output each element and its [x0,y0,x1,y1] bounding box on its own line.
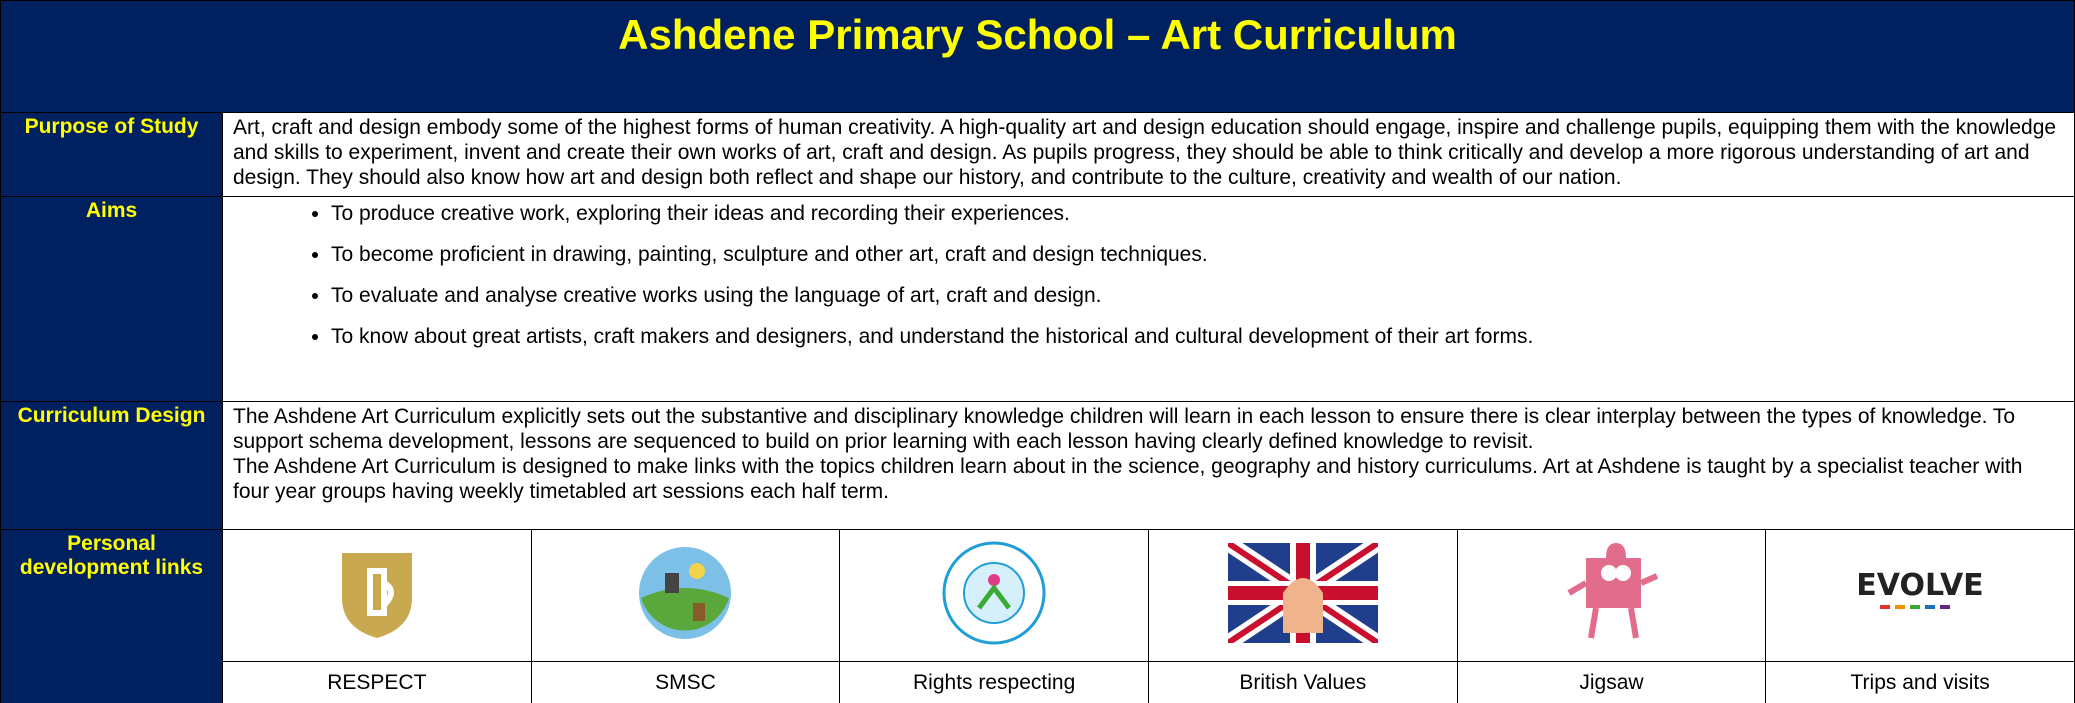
respect-icon [341,552,412,638]
title: Ashdene Primary School – Art Curriculum [0,0,2075,113]
aim: To evaluate and analyse creative works u… [331,283,2074,309]
row-label: Purpose of Study [0,112,223,197]
aim: To become proficient in drawing, paintin… [331,242,2074,268]
caption: Trips and visits [1765,661,2075,703]
row-label: Aims [0,196,223,402]
caption: Rights respecting [839,661,1149,703]
paragraph: The Ashdene Art Curriculum explicitly se… [233,405,2016,453]
jigsaw-icon [1567,542,1659,638]
smsc-icon [639,546,732,639]
icon-cell [1147,529,1458,662]
british-values-icon [1223,535,1383,650]
row-label: Curriculum Design [0,401,223,530]
aim: To produce creative work, exploring thei… [331,201,2074,227]
caption: Jigsaw [1456,661,1767,703]
paragraph: The Ashdene Art Curriculum is designed t… [233,455,2023,503]
caption: RESPECT [222,661,532,703]
caption: British Values [1147,661,1458,703]
aim: To know about great artists, craft maker… [331,324,2074,350]
icon-cell: EVOLVE [1765,529,2075,662]
aims-cell: To produce creative work, exploring thei… [222,196,2075,402]
icon-cell [1456,529,1767,662]
aims-list: To produce creative work, exploring thei… [223,201,2074,350]
icon-cell [222,529,532,662]
rights-icon [942,541,1046,644]
icon-cell [839,529,1149,662]
row-label: Personal development links [0,529,223,703]
caption: SMSC [530,661,841,703]
icon-cell [530,529,841,662]
evolve-icon: EVOLVE [1856,568,1984,609]
design-cell: The Ashdene Art Curriculum explicitly se… [222,401,2075,530]
purpose-text: Art, craft and design embody some of the… [222,112,2075,197]
logo-text: EVOLVE [1856,568,1983,603]
